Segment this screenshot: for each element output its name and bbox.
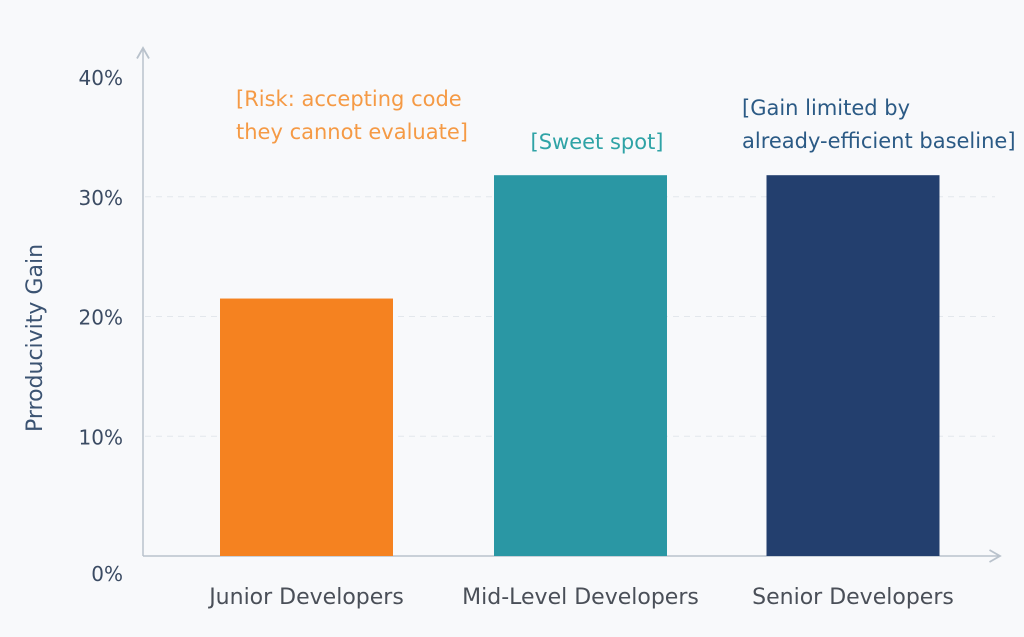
y-tick-label: 0% [91,562,123,586]
annotation-text: [Sweet spot] [531,130,664,154]
bar-junior-developers [220,298,393,556]
annotation-text: already-efficient baseline] [742,129,1016,153]
y-tick-label: 40% [79,66,123,90]
y-tick-label: 30% [79,186,123,210]
y-tick-label: 20% [79,306,123,330]
x-category-label: Mid-Level Developers [462,585,699,610]
y-tick-label: 10% [79,425,123,449]
x-category-label: Junior Developers [207,585,404,610]
annotation-text: [Risk: accepting code [236,87,462,111]
annotation-text: they cannot evaluate] [236,120,468,144]
y-axis-title: Prroducivity Gain [23,244,48,432]
bar-senior-developers [766,175,940,556]
annotation-text: [Gain limited by [742,96,910,120]
bar-mid-level-developers [494,175,667,556]
x-category-label: Senior Developers [752,585,954,610]
